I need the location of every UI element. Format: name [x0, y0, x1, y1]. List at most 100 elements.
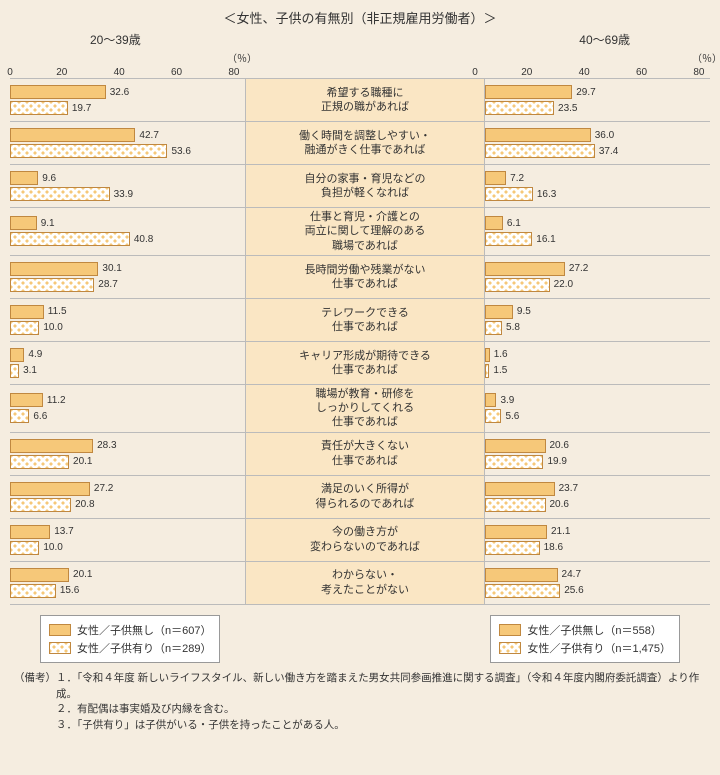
- legend-item: 女性／子供有り（n＝1,475）: [499, 640, 671, 656]
- bar-solid: [10, 482, 90, 496]
- bar-value: 20.6: [550, 440, 569, 451]
- bar-wrap: 9.6: [10, 171, 56, 185]
- bar-value: 32.6: [110, 87, 129, 98]
- bar-value: 5.8: [506, 322, 520, 333]
- axis-tick: 20: [521, 67, 532, 78]
- bar-value: 27.2: [569, 263, 588, 274]
- bar-wrap: 23.7: [485, 482, 578, 496]
- bar-wrap: 42.7: [10, 128, 159, 142]
- bar-value: 21.1: [551, 526, 570, 537]
- bar-wrap: 9.5: [485, 305, 531, 319]
- bar-wrap: 18.6: [485, 541, 563, 555]
- bar-group-left: 28.3 20.1: [10, 433, 246, 475]
- legend-text: 女性／子供無し（n＝558）: [527, 622, 661, 638]
- bar-wrap: 5.8: [485, 321, 520, 335]
- bar-group-right: 6.116.1: [484, 208, 720, 255]
- data-row: 11.26.6職場が教育・研修を しっかりしてくれる 仕事であれば3.95.6: [10, 385, 710, 433]
- bar-pattern: [10, 187, 110, 201]
- bar-value: 28.7: [98, 279, 117, 290]
- bar-solid: [10, 348, 24, 362]
- bar-wrap: 11.2: [10, 393, 66, 407]
- bar-wrap: 21.1: [485, 525, 570, 539]
- bar-solid: [10, 128, 135, 142]
- bar-pattern: [485, 584, 560, 598]
- bar-pattern: [10, 321, 39, 335]
- bar-value: 33.9: [114, 189, 133, 200]
- chart-title: ＜女性、子供の有無別（非正規雇用労働者）＞: [10, 8, 710, 27]
- bar-wrap: 32.6: [10, 85, 129, 99]
- bar-pattern: [485, 187, 533, 201]
- bar-group-right: 21.1 18.6: [484, 519, 720, 561]
- bar-value: 15.6: [60, 585, 79, 596]
- bar-solid: [485, 348, 490, 362]
- bar-wrap: 10.0: [10, 321, 63, 335]
- pct-label-right: （％）: [692, 50, 720, 65]
- bar-group-left: 13.7 10.0: [10, 519, 246, 561]
- bar-wrap: 6.1: [485, 216, 521, 230]
- bar-wrap: 13.7: [10, 525, 74, 539]
- bar-wrap: 10.0: [10, 541, 63, 555]
- footnotes: （備考）１．「令和４年度 新しいライフスタイル、新しい働き方を踏まえた男女共同参…: [10, 671, 710, 734]
- legend-item: 女性／子供有り（n＝289）: [49, 640, 211, 656]
- row-label: 長時間労働や残業がない 仕事であれば: [246, 256, 484, 298]
- axis-tick: 0: [7, 67, 13, 78]
- bar-value: 11.5: [48, 306, 67, 317]
- bar-solid: [485, 568, 558, 582]
- bar-pattern: [485, 498, 546, 512]
- bar-value: 5.6: [505, 411, 519, 422]
- bar-group-left: 9.140.8: [10, 208, 246, 255]
- bar-value: 9.5: [517, 306, 531, 317]
- axis-tick: 60: [636, 67, 647, 78]
- bar-wrap: 20.1: [10, 568, 93, 582]
- bar-solid: [485, 85, 572, 99]
- bar-value: 10.0: [43, 322, 62, 333]
- bar-pattern: [485, 541, 540, 555]
- bar-value: 30.1: [102, 263, 121, 274]
- bar-wrap: 25.6: [485, 584, 584, 598]
- data-row: 4.93.1キャリア形成が期待できる 仕事であれば1.61.5: [10, 342, 710, 385]
- row-label: 仕事と育児・介護との 両立に関して理解のある 職場であれば: [246, 208, 484, 255]
- bar-pattern: [485, 364, 489, 378]
- axis-right: （％） 020406080: [475, 50, 710, 78]
- bar-pattern: [10, 101, 68, 115]
- bar-wrap: 20.1: [10, 455, 93, 469]
- bar-group-left: 30.1 28.7: [10, 256, 246, 298]
- bar-value: 3.9: [500, 395, 514, 406]
- bar-solid: [10, 439, 93, 453]
- bar-solid: [10, 171, 38, 185]
- bar-value: 13.7: [54, 526, 73, 537]
- legend-right: 女性／子供無し（n＝558） 女性／子供有り（n＝1,475）: [490, 615, 680, 663]
- bar-pattern: [10, 584, 56, 598]
- legend-left: 女性／子供無し（n＝607）女性／子供有り（n＝289）: [40, 615, 220, 663]
- bar-value: 28.3: [97, 440, 116, 451]
- bar-value: 11.2: [47, 395, 66, 406]
- bar-value: 1.5: [493, 365, 507, 376]
- bar-wrap: 20.6: [485, 498, 569, 512]
- bar-wrap: 6.6: [10, 409, 47, 423]
- age-headers: 20～39歳 40～69歳: [90, 31, 630, 48]
- bar-wrap: 5.6: [485, 409, 519, 423]
- bar-pattern: [485, 144, 595, 158]
- bar-wrap: 7.2: [485, 171, 524, 185]
- bar-value: 42.7: [139, 130, 158, 141]
- bar-group-left: 20.1 15.6: [10, 562, 246, 604]
- bar-value: 1.6: [494, 349, 508, 360]
- bar-wrap: 15.6: [10, 584, 79, 598]
- data-row: 42.753.6働く時間を調整しやすい・ 融通がきく仕事であれば36.037.4: [10, 122, 710, 165]
- axis-tick: 0: [472, 67, 478, 78]
- bar-group-right: 3.95.6: [484, 385, 720, 432]
- bar-solid: [10, 305, 44, 319]
- bar-pattern: [10, 455, 69, 469]
- bar-value: 37.4: [599, 146, 618, 157]
- bar-pattern: [10, 232, 130, 246]
- bar-pattern: [485, 409, 501, 423]
- bar-value: 9.6: [42, 173, 56, 184]
- bar-group-left: 32.619.7: [10, 79, 246, 121]
- legend-swatch: [49, 642, 71, 654]
- axis-ticks-right: 020406080: [475, 67, 710, 78]
- bar-value: 4.9: [28, 349, 42, 360]
- bar-group-right: 23.7 20.6: [484, 476, 720, 518]
- bar-pattern: [485, 455, 543, 469]
- bar-solid: [10, 85, 106, 99]
- bar-value: 36.0: [595, 130, 614, 141]
